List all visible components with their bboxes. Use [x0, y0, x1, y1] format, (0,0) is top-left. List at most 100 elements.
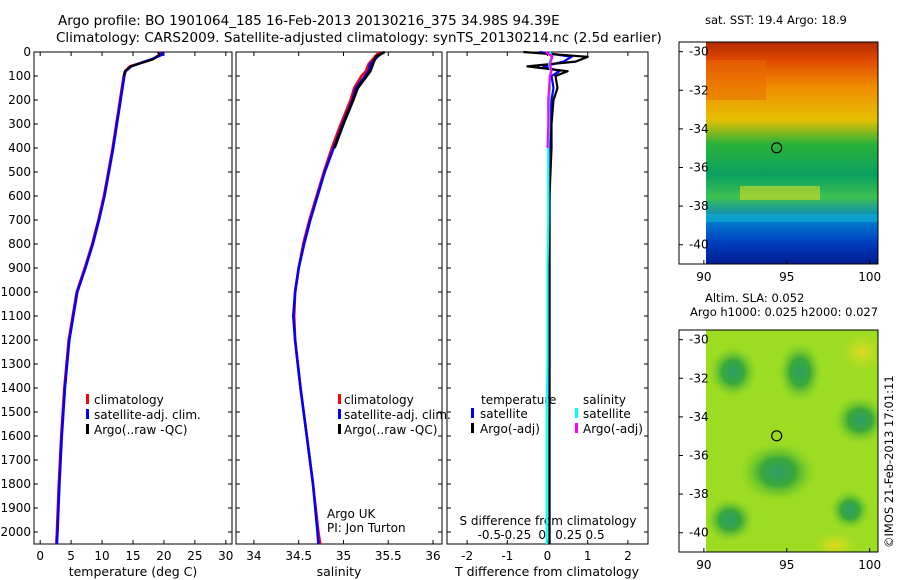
difference-xlabel-top: S difference from climatology: [460, 514, 637, 528]
figure-title-line1: Argo profile: BO 1901064_185 16-Feb-2013…: [58, 13, 560, 29]
legend-swatch-satellite: [86, 409, 89, 419]
map-y-tick-label: -40: [689, 238, 709, 252]
map-y-tick-label: -30: [689, 333, 709, 347]
chart-marks: 0100200300400500600700800900100011001200…: [0, 45, 881, 572]
depth-tick-label: 2000: [0, 525, 31, 539]
x-tick-label: 34.5: [285, 549, 312, 563]
depth-tick-label: 1700: [0, 453, 31, 467]
map-x-tick-label: 95: [779, 270, 794, 284]
legend-label-argo: Argo(..raw -QC): [94, 423, 187, 437]
sla-map-frame: [678, 329, 879, 553]
x-tick-label: 36: [425, 549, 440, 563]
map-y-tick-label: -40: [689, 526, 709, 540]
depth-tick-label: 1300: [0, 357, 31, 371]
argo-location-marker: [771, 142, 783, 154]
x-tick-label: 25: [187, 549, 202, 563]
legend-label-satellite: satellite-adj. clim.: [344, 408, 451, 422]
sla-map-title-line1: Altim. SLA: 0.052: [705, 291, 804, 305]
s-diff-tick-label: 0: [538, 528, 546, 542]
legend-swatch-t-satellite: [471, 408, 474, 418]
s-diff-tick-label: -0.25: [500, 528, 531, 542]
depth-tick-label: 1400: [0, 381, 31, 395]
legend-label-t-satellite: satellite: [480, 407, 528, 421]
s-diff-tick-label: -0.5: [478, 528, 501, 542]
legend-title-salinity: salinity: [583, 393, 626, 407]
argo-uk-annotation: Argo UK: [327, 507, 376, 521]
legend-label-climatology: climatology: [344, 393, 414, 407]
sla-eddy: [740, 442, 816, 502]
legend-label-s-argo: Argo(-adj): [583, 422, 643, 436]
legend-swatch-s-satellite: [575, 408, 578, 418]
legend-swatch-satellite: [338, 409, 341, 419]
depth-tick-label: 100: [8, 69, 31, 83]
sla-warm-eddy: [840, 332, 878, 372]
difference-legend: temperature satellite Argo(-adj) salinit…: [471, 393, 643, 436]
sst-map-frame: [678, 41, 879, 265]
series-line-satellite-adj-clim-: [291, 51, 384, 545]
sst-orange-patch: [706, 60, 766, 100]
sla-eddy: [778, 342, 822, 402]
map-x-tick-label: 90: [696, 270, 711, 284]
sla-heatmap: [706, 330, 878, 552]
depth-tick-label: 200: [8, 93, 31, 107]
salinity-plot-frame: [235, 51, 443, 545]
x-tick-label: 5: [67, 549, 75, 563]
x-tick-label: 35: [336, 549, 351, 563]
legend-label-s-satellite: satellite: [583, 407, 631, 421]
depth-tick-label: 900: [8, 261, 31, 275]
depth-tick-label: 500: [8, 165, 31, 179]
x-tick-label: 30: [218, 549, 233, 563]
sla-warm-eddy: [811, 531, 859, 552]
x-tick-label: 35.5: [375, 549, 402, 563]
s-diff-tick-label: 0.5: [586, 528, 605, 542]
series-line-climatology: [55, 51, 162, 545]
pi-annotation: PI: Jon Turton: [327, 521, 406, 535]
map-y-tick-label: -38: [689, 199, 709, 213]
legend-swatch-climatology: [338, 394, 341, 404]
x-tick-label: 34: [246, 549, 261, 563]
legend-title-temperature: temperature: [481, 393, 556, 407]
series-line-t-argo-adj-: [523, 50, 589, 544]
map-y-tick-label: -34: [689, 122, 709, 136]
difference-xlabel: T difference from climatology: [454, 564, 640, 579]
series-line-satellite-adj-clim-: [55, 51, 164, 545]
sla-eddy: [709, 346, 757, 398]
map-y-tick-label: -36: [689, 160, 709, 174]
x-tick-label: 10: [94, 549, 109, 563]
depth-tick-label: 1900: [0, 501, 31, 515]
legend-label-argo: Argo(..raw -QC): [344, 423, 437, 437]
legend-swatch-climatology: [86, 394, 89, 404]
map-y-tick-label: -30: [689, 45, 709, 59]
map-y-tick-label: -34: [689, 410, 709, 424]
x-tick-label: 20: [156, 549, 171, 563]
series-line-argo-raw-qc-: [333, 50, 386, 149]
depth-tick-label: 1000: [0, 285, 31, 299]
legend-label-t-argo: Argo(-adj): [480, 422, 540, 436]
map-y-tick-label: -32: [689, 83, 709, 97]
map-y-tick-label: -32: [689, 371, 709, 385]
legend-swatch-argo: [86, 424, 89, 434]
map-x-tick-label: 100: [858, 270, 881, 284]
figure-title-line2: Climatology: CARS2009. Satellite-adjuste…: [56, 30, 662, 46]
map-x-tick-label: 95: [779, 558, 794, 572]
map-x-tick-label: 100: [858, 558, 881, 572]
depth-tick-label: 0: [23, 45, 31, 59]
x-tick-label: -1: [501, 549, 513, 563]
imos-timestamp: ©IMOS 21-Feb-2013 17:01:11: [882, 375, 896, 548]
map-y-tick-label: -38: [689, 487, 709, 501]
x-tick-label: 15: [125, 549, 140, 563]
legend-label-climatology: climatology: [94, 393, 164, 407]
depth-tick-label: 1200: [0, 333, 31, 347]
depth-tick-label: 400: [8, 141, 31, 155]
series-line-s-argo-adj-: [545, 51, 554, 149]
depth-tick-label: 1600: [0, 429, 31, 443]
depth-tick-label: 700: [8, 213, 31, 227]
x-tick-label: 0: [544, 549, 552, 563]
x-tick-label: 0: [36, 549, 44, 563]
salinity-legend: climatology satellite-adj. clim. Argo(..…: [327, 393, 451, 535]
x-tick-label: -2: [461, 549, 473, 563]
depth-tick-label: 1800: [0, 477, 31, 491]
series-line-climatology: [292, 51, 381, 545]
salinity-xlabel: salinity: [317, 564, 362, 579]
